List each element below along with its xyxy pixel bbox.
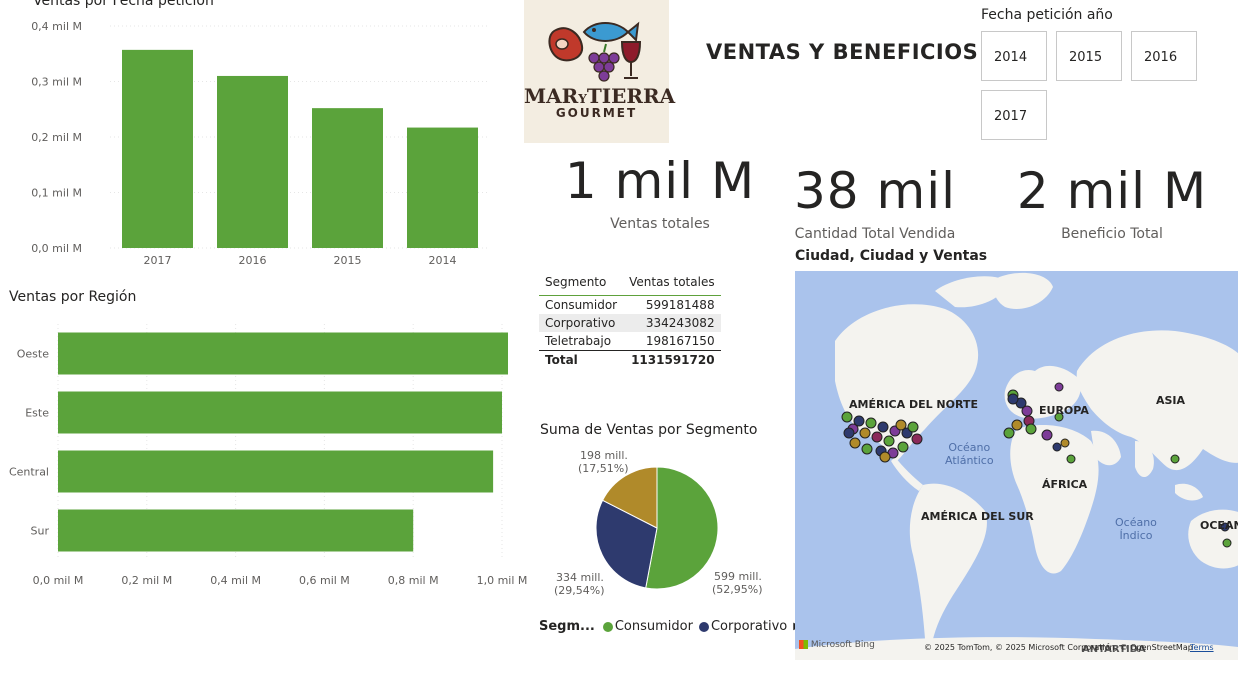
- map-attribution: © 2025 TomTom, © 2025 Microsoft Corporat…: [924, 643, 1193, 652]
- year-option-2017[interactable]: 2017: [981, 90, 1047, 140]
- x-tick-label: 2016: [239, 254, 267, 267]
- year-option-2015[interactable]: 2015: [1056, 31, 1122, 81]
- year-option-2014[interactable]: 2014: [981, 31, 1047, 81]
- kpi-total-profit-value: 2 mil M: [1016, 162, 1208, 220]
- pie-legend: Segm... Consumidor Corporativo ▶: [539, 619, 801, 634]
- pie-label-value: 334 mill.: [556, 571, 604, 584]
- year-slicer-title: Fecha petición año: [981, 7, 1113, 23]
- continent-label-antarctica: ANTÁRTIDA: [1082, 644, 1146, 655]
- segment-cell: Consumidor: [545, 298, 618, 312]
- y-tick-label: 0,2 mil M: [31, 131, 82, 144]
- kpi-total-quantity-value: 38 mil: [793, 162, 956, 220]
- total-label: Total: [539, 350, 624, 369]
- pie-label-value: 599 mill.: [714, 570, 762, 583]
- y-tick-label: 0,3 mil M: [31, 76, 82, 89]
- total-value: 1131591720: [623, 350, 721, 369]
- segment-sales-table[interactable]: Segmento Ventas totales Consumidor 59918…: [539, 271, 721, 369]
- continent-label-north-america: AMÉRICA DEL NORTE: [849, 398, 978, 411]
- x-tick-label: 0,8 mil M: [388, 574, 439, 587]
- year-option-2016[interactable]: 2016: [1131, 31, 1197, 81]
- y-tick-label: Oeste: [17, 348, 49, 361]
- table-total-row: Total 1131591720: [539, 350, 721, 369]
- column-header-segment[interactable]: Segmento: [539, 271, 624, 296]
- table-row[interactable]: Teletrabajo 198167150: [539, 332, 721, 351]
- bar-central[interactable]: [58, 450, 494, 493]
- world-land-icon: [795, 272, 1238, 660]
- x-tick-label: 0,0 mil M: [33, 574, 84, 587]
- bar-este[interactable]: [58, 391, 502, 434]
- pie-label-percent: (17,51%): [578, 462, 629, 475]
- page-title: VENTAS Y BENEFICIOS: [706, 40, 979, 64]
- x-tick-label: 1,0 mil M: [477, 574, 528, 587]
- kpi-total-sales-value: 1 mil M: [564, 152, 756, 210]
- ocean-label-indian: Océano Índico: [1115, 516, 1157, 542]
- y-tick-label: 0,4 mil M: [31, 20, 82, 33]
- sales-by-date-title: Ventas por Fecha petición: [33, 0, 214, 9]
- x-tick-label: 2014: [429, 254, 457, 267]
- legend-item-corporativo[interactable]: Corporativo: [710, 619, 788, 634]
- kpi-total-profit-label: Beneficio Total: [1061, 226, 1163, 242]
- bar-2016[interactable]: [217, 75, 288, 248]
- legend-item-consumidor[interactable]: Consumidor: [614, 619, 693, 634]
- table-header-row: Segmento Ventas totales: [539, 271, 721, 296]
- map-terms-link[interactable]: Terms: [1190, 643, 1214, 652]
- column-header-sales[interactable]: Ventas totales: [623, 271, 721, 296]
- legend-swatch-corporativo: [698, 621, 709, 632]
- legend-title: Segm...: [539, 619, 595, 634]
- bar-2015[interactable]: [312, 108, 383, 248]
- sales-by-region-title: Ventas por Región: [9, 289, 137, 305]
- continent-label-europe: EUROPA: [1039, 404, 1089, 417]
- y-tick-label: Este: [25, 407, 49, 420]
- x-tick-label: 2017: [144, 254, 172, 267]
- logo-subtitle: GOURMET: [555, 106, 638, 120]
- pie-label-percent: (29,54%): [554, 584, 605, 597]
- sales-by-date-chart[interactable]: 0,0 mil M 0,1 mil M 0,2 mil M 0,3 mil M 0,4 …: [0, 10, 500, 275]
- continent-label-asia: ASIA: [1156, 394, 1186, 407]
- table-row[interactable]: Corporativo 334243082: [539, 314, 721, 332]
- sales-cell: 198167150: [645, 334, 715, 348]
- y-tick-label: Sur: [31, 525, 50, 538]
- pie-slice-consumidor[interactable]: [645, 466, 719, 590]
- bar-2017[interactable]: [122, 49, 193, 248]
- bar-oeste[interactable]: [58, 332, 508, 375]
- y-tick-label: 0,0 mil M: [31, 242, 82, 255]
- segment-cell: Corporativo: [539, 314, 624, 332]
- bing-logo: Microsoft Bing: [799, 640, 875, 650]
- pie-slice-teletrabajo[interactable]: [601, 466, 658, 529]
- continent-label-oceania: OCEANÍA: [1200, 519, 1238, 532]
- microsoft-logo-icon: [799, 640, 808, 649]
- x-tick-label: 2015: [334, 254, 362, 267]
- logo-wordmark: MARYTIERRA: [524, 84, 676, 108]
- kpi-total-quantity-label: Cantidad Total Vendida: [794, 226, 956, 242]
- sales-cell: 599181488: [645, 298, 715, 312]
- sales-by-segment-title: Suma de Ventas por Segmento: [540, 422, 758, 438]
- pie-label-percent: (52,95%): [712, 583, 763, 596]
- segment-cell: Teletrabajo: [545, 334, 612, 348]
- x-tick-label: 0,6 mil M: [299, 574, 350, 587]
- bar-2014[interactable]: [407, 127, 478, 248]
- pie-label-value: 198 mill.: [580, 449, 628, 462]
- logo-illustration-icon: [548, 21, 642, 82]
- continent-label-south-america: AMÉRICA DEL SUR: [921, 510, 1034, 523]
- y-tick-label: Central: [9, 466, 49, 479]
- sales-by-segment-pie[interactable]: 599 mill.(52,95%) 334 mill.(29,54%) 198 mi…: [540, 443, 780, 615]
- city-sales-map[interactable]: AMÉRICA DEL NORTE EUROPA ASIA ÁFRICA AMÉ…: [795, 271, 1238, 660]
- continent-label-africa: ÁFRICA: [1042, 478, 1088, 491]
- legend-swatch-consumidor: [602, 621, 613, 632]
- table-row[interactable]: Consumidor 599181488: [539, 296, 721, 315]
- bar-sur[interactable]: [58, 509, 414, 552]
- y-tick-label: 0,1 mil M: [31, 187, 82, 200]
- x-tick-label: 0,2 mil M: [121, 574, 172, 587]
- sales-cell: 334243082: [623, 314, 721, 332]
- sales-by-region-chart[interactable]: 0,0 mil M 0,2 mil M 0,4 mil M 0,6 mil M 0,8 …: [0, 310, 535, 595]
- map-title: Ciudad, Ciudad y Ventas: [795, 248, 988, 264]
- brand-logo: MARYTIERRA GOURMET: [524, 0, 676, 143]
- x-tick-label: 0,4 mil M: [210, 574, 261, 587]
- pie-slice-corporativo[interactable]: [595, 499, 658, 589]
- kpi-total-sales-label: Ventas totales: [610, 216, 710, 232]
- ocean-label-atlantic: Océano Atlántico: [945, 441, 994, 467]
